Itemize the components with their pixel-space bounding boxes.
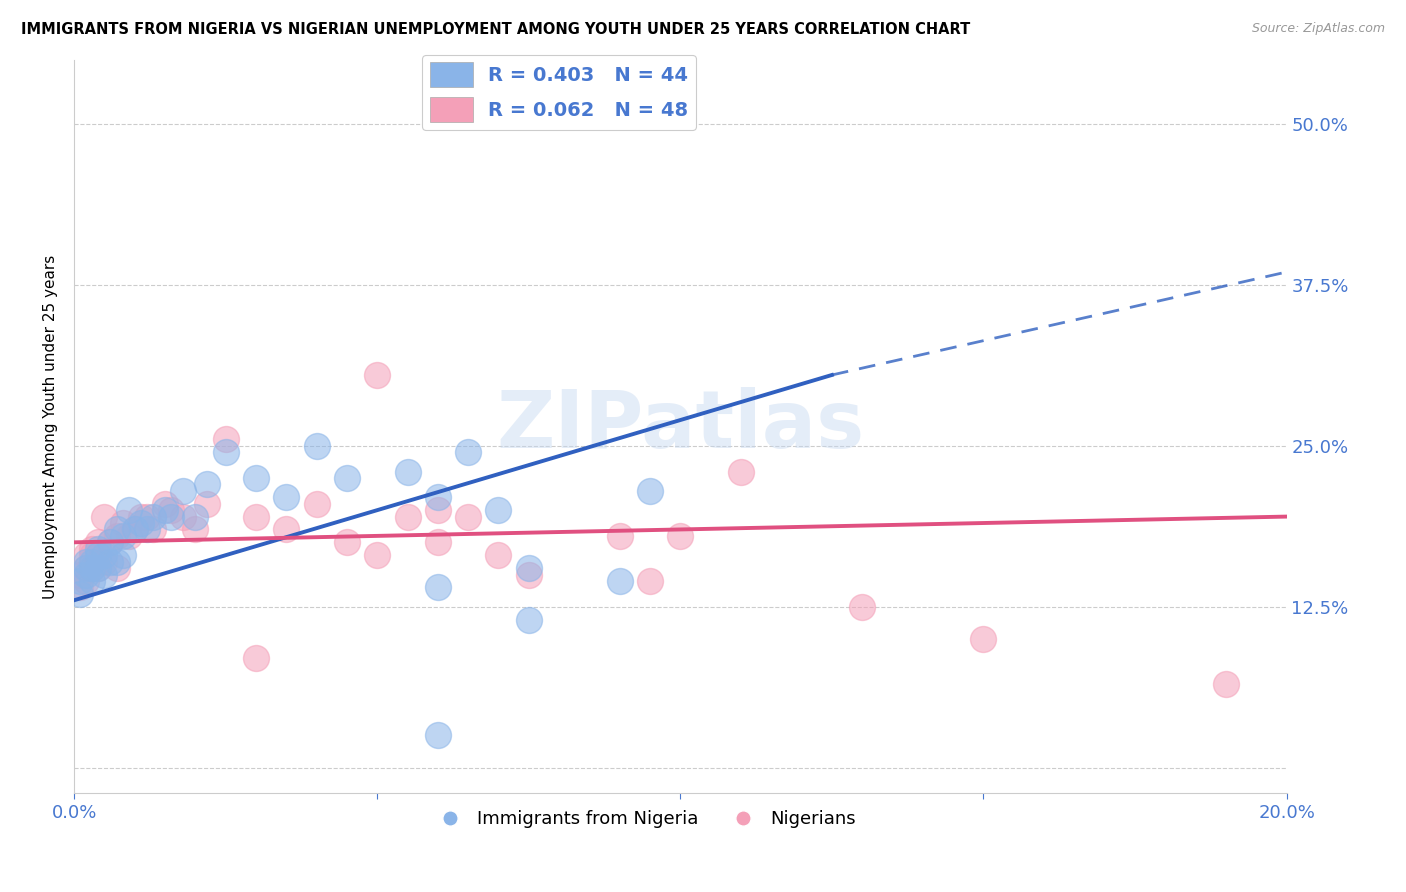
- Point: [638, 483, 661, 498]
- Point: [82, 561, 104, 575]
- Point: [426, 535, 449, 549]
- Point: [305, 497, 328, 511]
- Point: [142, 523, 165, 537]
- Point: [129, 516, 152, 530]
- Point: [517, 613, 540, 627]
- Point: [111, 516, 134, 530]
- Point: [75, 574, 97, 588]
- Point: [214, 433, 236, 447]
- Point: [245, 471, 267, 485]
- Point: [336, 535, 359, 549]
- Point: [82, 555, 104, 569]
- Legend: Immigrants from Nigeria, Nigerians: Immigrants from Nigeria, Nigerians: [425, 803, 863, 836]
- Point: [87, 541, 110, 556]
- Point: [669, 529, 692, 543]
- Point: [1215, 677, 1237, 691]
- Point: [93, 555, 115, 569]
- Point: [75, 561, 97, 575]
- Point: [197, 497, 219, 511]
- Point: [75, 567, 97, 582]
- Point: [153, 503, 176, 517]
- Point: [609, 529, 631, 543]
- Point: [366, 368, 388, 382]
- Point: [82, 574, 104, 588]
- Point: [336, 471, 359, 485]
- Point: [124, 523, 146, 537]
- Point: [129, 509, 152, 524]
- Point: [135, 523, 157, 537]
- Point: [142, 509, 165, 524]
- Point: [75, 548, 97, 562]
- Point: [82, 541, 104, 556]
- Point: [172, 483, 194, 498]
- Point: [93, 567, 115, 582]
- Point: [87, 555, 110, 569]
- Point: [160, 509, 183, 524]
- Point: [87, 561, 110, 575]
- Point: [118, 503, 141, 517]
- Point: [245, 651, 267, 665]
- Point: [135, 509, 157, 524]
- Point: [87, 535, 110, 549]
- Text: IMMIGRANTS FROM NIGERIA VS NIGERIAN UNEMPLOYMENT AMONG YOUTH UNDER 25 YEARS CORR: IMMIGRANTS FROM NIGERIA VS NIGERIAN UNEM…: [21, 22, 970, 37]
- Point: [105, 529, 128, 543]
- Point: [184, 509, 207, 524]
- Point: [426, 503, 449, 517]
- Point: [457, 509, 479, 524]
- Point: [609, 574, 631, 588]
- Point: [488, 503, 510, 517]
- Point: [82, 561, 104, 575]
- Point: [153, 497, 176, 511]
- Point: [160, 503, 183, 517]
- Point: [87, 561, 110, 575]
- Point: [100, 535, 122, 549]
- Point: [197, 477, 219, 491]
- Point: [93, 509, 115, 524]
- Point: [82, 548, 104, 562]
- Point: [75, 555, 97, 569]
- Point: [124, 523, 146, 537]
- Point: [396, 509, 419, 524]
- Point: [105, 561, 128, 575]
- Point: [172, 509, 194, 524]
- Point: [396, 465, 419, 479]
- Point: [730, 465, 752, 479]
- Point: [184, 523, 207, 537]
- Point: [100, 555, 122, 569]
- Point: [87, 548, 110, 562]
- Point: [517, 567, 540, 582]
- Point: [305, 439, 328, 453]
- Point: [118, 529, 141, 543]
- Point: [851, 599, 873, 614]
- Point: [426, 581, 449, 595]
- Point: [426, 728, 449, 742]
- Point: [100, 535, 122, 549]
- Point: [638, 574, 661, 588]
- Text: Source: ZipAtlas.com: Source: ZipAtlas.com: [1251, 22, 1385, 36]
- Point: [972, 632, 994, 646]
- Point: [111, 529, 134, 543]
- Point: [93, 548, 115, 562]
- Point: [517, 561, 540, 575]
- Point: [69, 581, 91, 595]
- Y-axis label: Unemployment Among Youth under 25 years: Unemployment Among Youth under 25 years: [44, 254, 58, 599]
- Point: [105, 523, 128, 537]
- Point: [111, 548, 134, 562]
- Point: [105, 555, 128, 569]
- Point: [276, 490, 298, 504]
- Point: [69, 574, 91, 588]
- Point: [69, 587, 91, 601]
- Point: [245, 509, 267, 524]
- Point: [69, 567, 91, 582]
- Point: [214, 445, 236, 459]
- Point: [457, 445, 479, 459]
- Text: ZIPatlas: ZIPatlas: [496, 387, 865, 466]
- Point: [488, 548, 510, 562]
- Point: [276, 523, 298, 537]
- Point: [75, 561, 97, 575]
- Point: [426, 490, 449, 504]
- Point: [366, 548, 388, 562]
